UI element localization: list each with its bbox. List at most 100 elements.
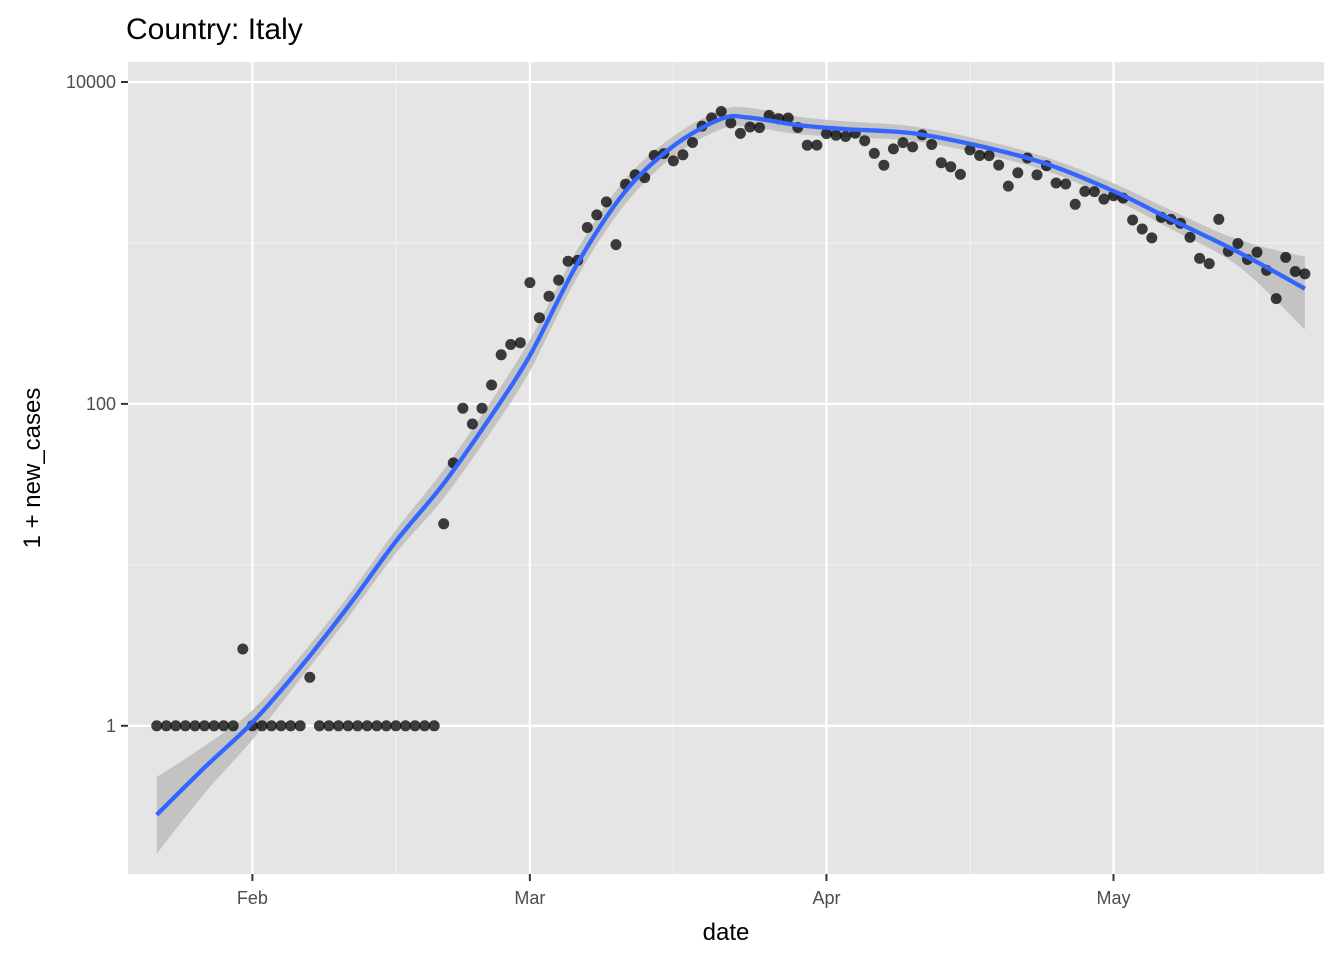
data-point xyxy=(333,720,344,732)
data-point xyxy=(926,139,938,150)
data-point xyxy=(218,720,230,732)
data-point xyxy=(466,418,478,430)
data-point xyxy=(715,106,727,117)
data-point xyxy=(1289,266,1301,277)
data-point xyxy=(495,349,507,361)
data-point xyxy=(1203,258,1215,270)
data-point xyxy=(954,168,966,180)
x-tick-label: May xyxy=(1096,888,1130,908)
data-point xyxy=(734,127,746,139)
data-point xyxy=(342,720,354,732)
data-point xyxy=(744,121,756,133)
data-point xyxy=(878,159,890,171)
data-point xyxy=(371,720,383,732)
x-tick-label: Apr xyxy=(812,888,840,908)
data-point xyxy=(1002,180,1014,192)
data-point xyxy=(237,643,249,655)
data-point xyxy=(610,239,622,251)
data-point xyxy=(887,143,899,155)
data-point xyxy=(1031,169,1043,181)
data-point xyxy=(151,720,163,732)
x-tick-label: Feb xyxy=(237,888,268,908)
data-point xyxy=(1232,238,1244,249)
data-point xyxy=(562,255,574,267)
data-point xyxy=(821,128,832,140)
y-axis-title: 1 + new_cases xyxy=(19,388,46,549)
data-point xyxy=(275,720,287,732)
data-point xyxy=(830,129,842,141)
data-point xyxy=(514,337,526,349)
data-point xyxy=(1012,167,1024,179)
data-point xyxy=(199,720,210,732)
data-point xyxy=(868,147,880,159)
data-point xyxy=(974,150,986,161)
data-point xyxy=(859,135,871,147)
data-point xyxy=(428,720,440,732)
data-point xyxy=(1270,293,1282,305)
data-point xyxy=(208,720,220,732)
data-point xyxy=(907,141,919,153)
data-point xyxy=(1194,252,1206,264)
data-point xyxy=(160,720,172,732)
data-point xyxy=(256,720,268,732)
data-point xyxy=(400,720,411,732)
data-point xyxy=(323,720,335,732)
x-axis: Feb Mar Apr May xyxy=(237,874,1131,908)
data-point xyxy=(457,402,469,414)
chart-title: Country: Italy xyxy=(126,13,303,46)
data-point xyxy=(687,137,698,148)
data-points xyxy=(151,106,1311,732)
data-point xyxy=(1060,178,1072,190)
data-point xyxy=(170,720,182,732)
data-point xyxy=(486,379,498,391)
data-point xyxy=(1127,214,1139,226)
data-point xyxy=(1079,185,1091,197)
data-point xyxy=(983,150,995,162)
data-point xyxy=(361,720,373,732)
data-point xyxy=(1098,193,1110,205)
data-point xyxy=(1184,231,1196,243)
data-point xyxy=(553,274,565,286)
smooth-trend-line xyxy=(155,114,1306,817)
data-point xyxy=(1213,213,1225,225)
data-point xyxy=(754,122,765,134)
y-tick-label: 100 xyxy=(86,394,116,414)
data-point xyxy=(1299,268,1311,280)
data-point xyxy=(993,159,1005,171)
data-point xyxy=(964,144,976,156)
data-point xyxy=(266,720,277,732)
data-point xyxy=(782,112,794,124)
data-point xyxy=(533,312,545,324)
data-point xyxy=(1088,186,1100,198)
data-point xyxy=(476,402,488,414)
y-tick-label: 10000 xyxy=(66,72,116,92)
plot-panel xyxy=(128,62,1324,874)
y-tick-label: 1 xyxy=(106,716,116,736)
data-point xyxy=(581,222,593,233)
data-point xyxy=(667,155,679,167)
data-point xyxy=(840,131,852,142)
data-point xyxy=(1280,251,1292,263)
x-axis-title: date xyxy=(703,919,750,946)
data-point xyxy=(505,339,517,350)
data-point xyxy=(304,671,316,683)
data-point xyxy=(227,720,239,732)
x-tick-label: Mar xyxy=(514,888,545,908)
data-point xyxy=(811,139,823,151)
data-point xyxy=(390,720,402,732)
smooth-line xyxy=(155,114,1306,817)
data-point xyxy=(1146,232,1158,244)
grid-minor xyxy=(128,62,1324,874)
data-point xyxy=(1136,223,1148,235)
data-point xyxy=(945,161,957,173)
data-point xyxy=(313,720,325,732)
data-point xyxy=(935,157,947,169)
data-point xyxy=(352,720,364,732)
data-point xyxy=(1050,177,1062,189)
data-point xyxy=(380,720,392,732)
data-point xyxy=(524,277,536,289)
data-point xyxy=(591,209,603,221)
data-point xyxy=(897,137,909,149)
data-point xyxy=(801,139,813,151)
